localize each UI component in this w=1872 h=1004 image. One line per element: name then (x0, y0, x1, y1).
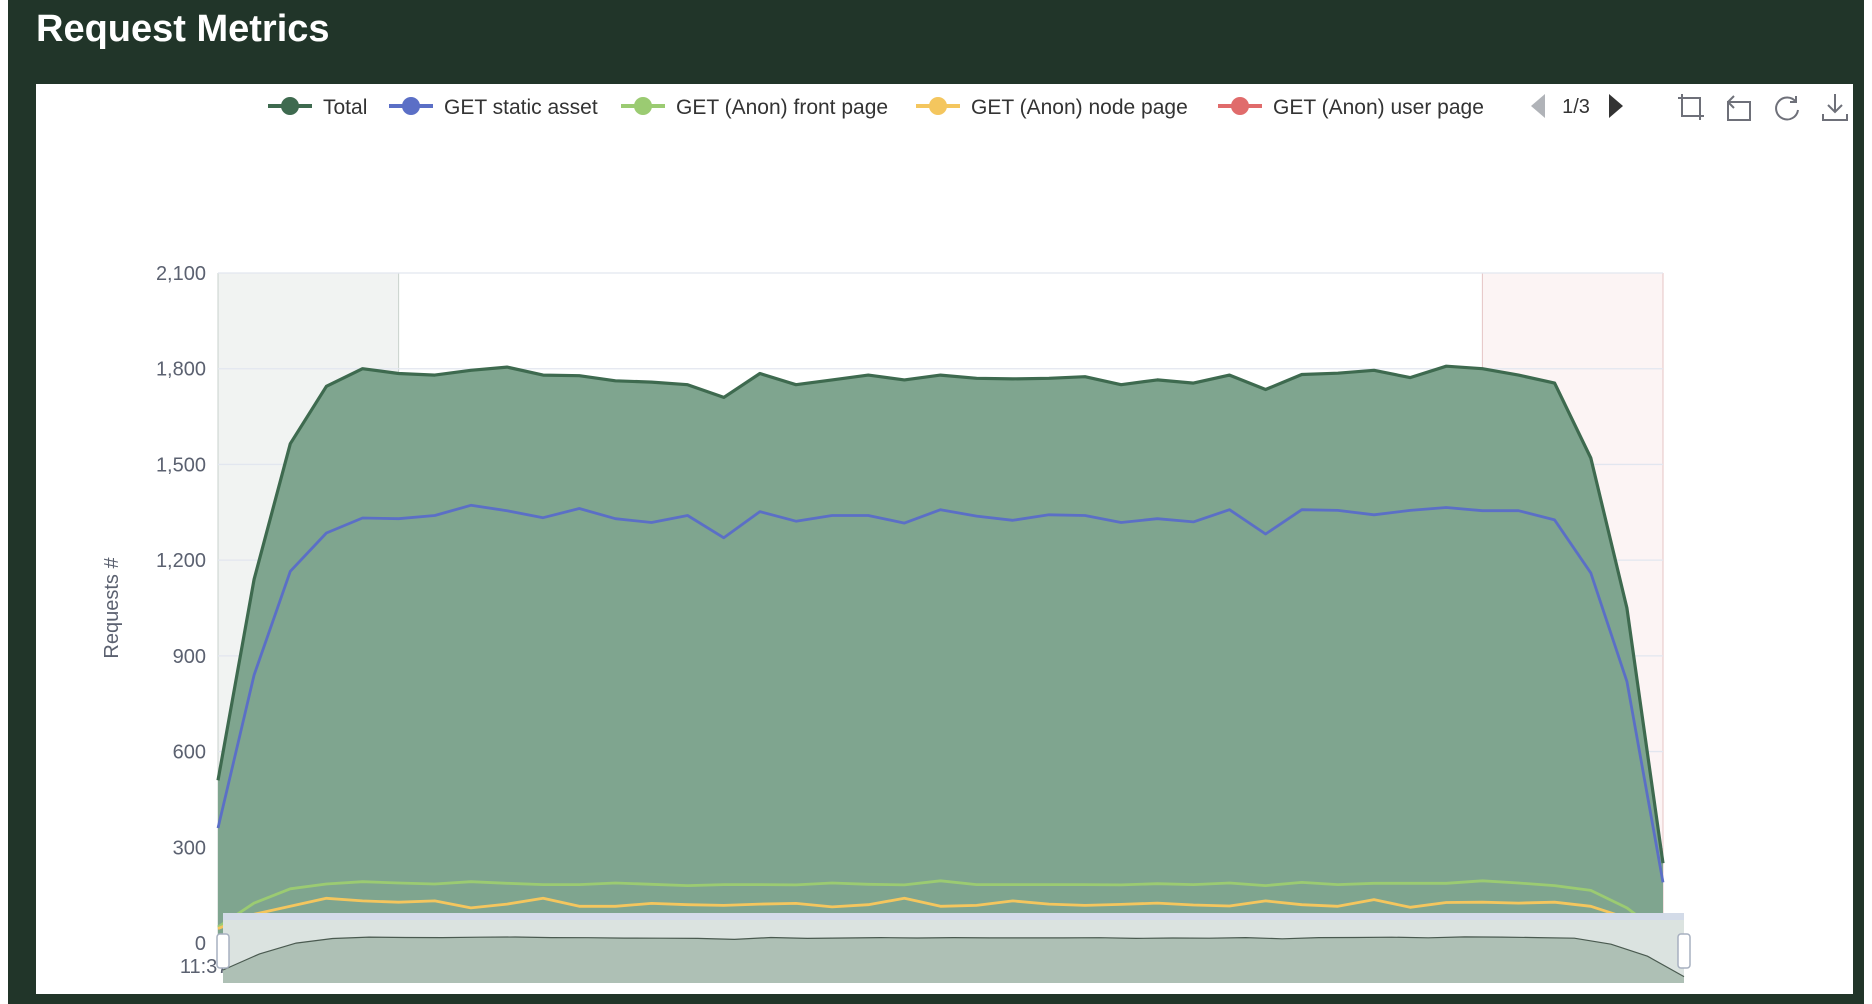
request-metrics-chart: 0 300 600 900 1,200 1,500 1,800 2,100 Requests #… (101, 94, 1848, 983)
download-icon-glyph (1822, 94, 1848, 121)
chart-area: 0 300 600 900 1,200 1,500 1,800 2,100 Requests #… (36, 84, 1853, 994)
series-line-0 (216, 364, 1665, 864)
series-line-2 (217, 879, 1664, 937)
metrics-panel: Request Metrics 0 300 600 900 1,200 1,500 1,80… (8, 0, 1864, 1004)
series-area-0 (218, 366, 1663, 943)
y-axis-title: Requests # (101, 557, 123, 659)
y-tick-label: 0 (195, 933, 206, 955)
legend-swatch-marker[interactable] (1231, 97, 1249, 115)
legend-swatch-marker[interactable] (402, 97, 420, 115)
zoom-icon-glyph (1678, 94, 1704, 120)
zoom-reset-icon-glyph (1727, 95, 1751, 121)
legend-item-label: GET (Anon) front page (676, 96, 888, 119)
legend-item-label: GET static asset (444, 96, 598, 119)
y-tick-label: 300 (173, 837, 206, 859)
zoom-reset-icon[interactable] (1727, 95, 1751, 121)
legend-swatch-marker[interactable] (281, 97, 299, 115)
series-line-1 (216, 503, 1665, 883)
series-line-3 (217, 896, 1664, 938)
legend-next-icon[interactable] (1609, 94, 1623, 118)
legend-swatch-marker[interactable] (634, 97, 652, 115)
y-tick-label: 1,500 (156, 454, 206, 476)
datazoom-top-bar[interactable] (223, 913, 1684, 920)
datazoom-preview-line (222, 936, 1685, 978)
zoom-icon[interactable] (1678, 94, 1704, 120)
legend-item-label: GET (Anon) user page (1273, 96, 1484, 119)
datazoom-preview-area (223, 936, 1684, 983)
restore-icon[interactable] (1775, 96, 1799, 121)
download-icon[interactable] (1822, 94, 1848, 121)
legend-item-label: Total (323, 96, 367, 119)
legend-item-label: GET (Anon) node page (971, 96, 1188, 119)
restore-icon-glyph (1775, 96, 1799, 121)
y-tick-label: 1,200 (156, 550, 206, 572)
y-tick-label: 900 (173, 646, 206, 668)
datazoom-handle-right[interactable] (1677, 933, 1691, 969)
panel-title: Request Metrics (36, 8, 330, 50)
datazoom-handle-left[interactable] (216, 933, 230, 969)
y-tick-label: 2,100 (156, 263, 206, 285)
legend-prev-icon[interactable] (1531, 94, 1545, 118)
legend-page-indicator: 1/3 (1562, 96, 1590, 118)
legend-swatch-marker[interactable] (929, 97, 947, 115)
y-tick-label: 1,800 (156, 359, 206, 381)
y-tick-label: 600 (173, 742, 206, 764)
